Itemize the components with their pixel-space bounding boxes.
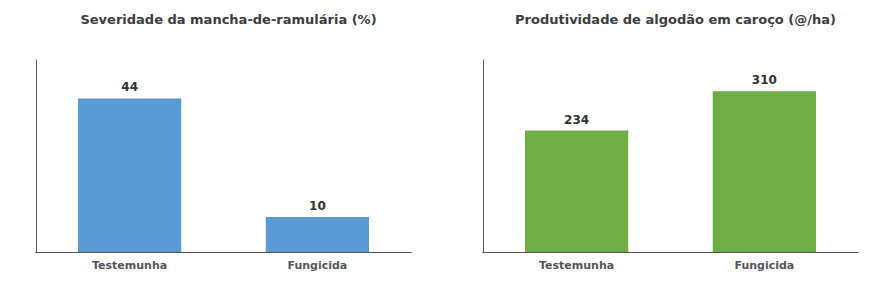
svg-text:Fungicida: Fungicida — [287, 259, 347, 272]
svg-text:Produtividade de algodão em ca: Produtividade de algodão em caroço (@/ha… — [515, 12, 836, 27]
svg-text:Fungicida: Fungicida — [734, 259, 794, 272]
svg-text:310: 310 — [752, 73, 777, 87]
svg-text:44: 44 — [121, 80, 138, 94]
svg-text:Severidade da mancha-de-ramulá: Severidade da mancha-de-ramulária (%) — [80, 12, 376, 27]
svg-text:234: 234 — [564, 113, 589, 127]
svg-text:10: 10 — [309, 199, 326, 213]
svg-text:Testemunha: Testemunha — [92, 259, 167, 272]
svg-text:Testemunha: Testemunha — [539, 259, 614, 272]
